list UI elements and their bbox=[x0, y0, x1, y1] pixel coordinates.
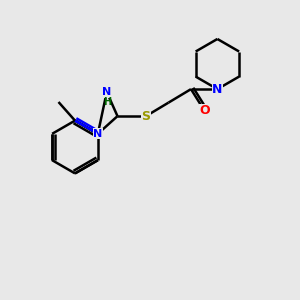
Text: N: N bbox=[93, 129, 103, 139]
Text: N: N bbox=[102, 87, 111, 97]
Text: H: H bbox=[103, 97, 111, 106]
Text: N: N bbox=[212, 82, 223, 96]
Text: O: O bbox=[199, 104, 210, 117]
Text: S: S bbox=[142, 110, 151, 123]
